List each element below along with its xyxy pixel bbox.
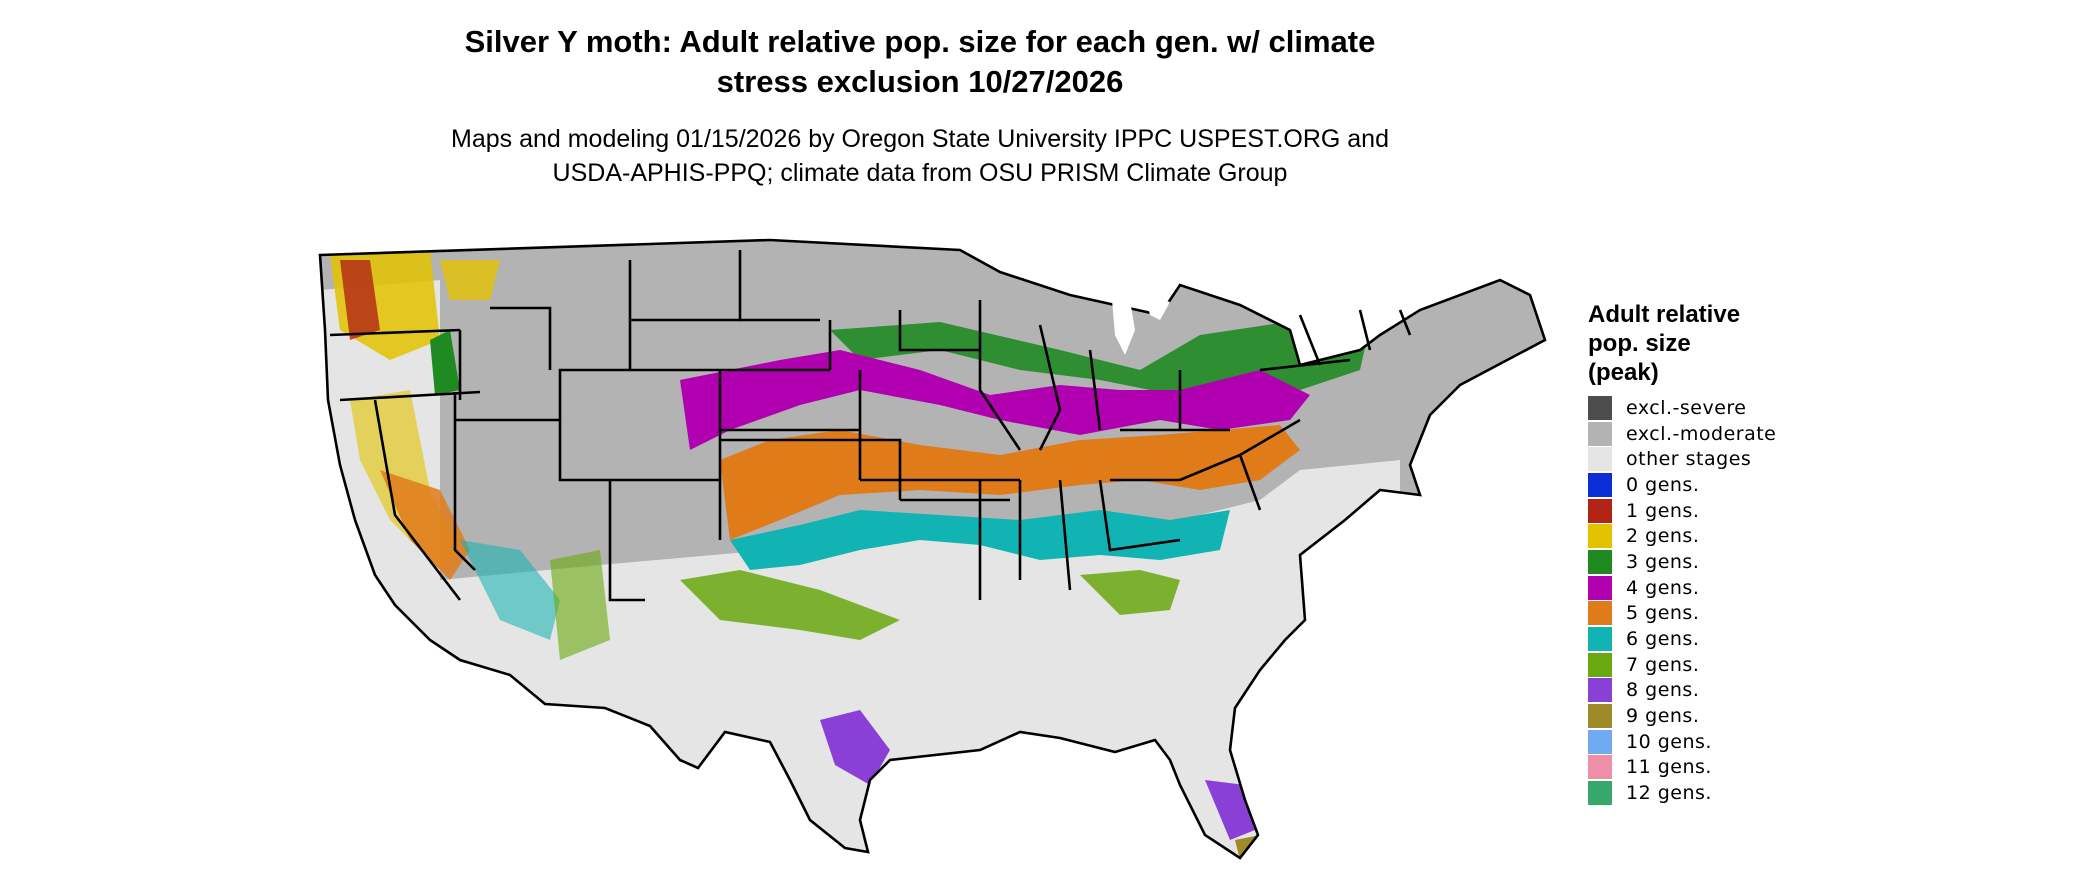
legend-item: 6 gens. [1588, 626, 1888, 652]
legend-swatch [1588, 549, 1612, 574]
legend-item: 9 gens. [1588, 703, 1888, 729]
legend-label: excl.-severe [1626, 396, 1747, 419]
legend-label: 3 gens. [1626, 550, 1700, 573]
legend-label: 7 gens. [1626, 653, 1700, 676]
legend-item: 5 gens. [1588, 601, 1888, 627]
us-map [318, 238, 1547, 860]
legend-label: 5 gens. [1626, 602, 1700, 625]
legend-label: excl.-moderate [1626, 422, 1777, 445]
legend-label: 8 gens. [1626, 679, 1700, 702]
legend-swatch [1588, 421, 1612, 446]
legend-label: 2 gens. [1626, 525, 1700, 548]
region-6-gens-nevada [460, 540, 560, 640]
map-title: Silver Y moth: Adult relative pop. size … [330, 22, 1510, 102]
legend-item: 8 gens. [1588, 678, 1888, 704]
region-8-gens-south-texas [820, 710, 890, 785]
legend-item: 7 gens. [1588, 652, 1888, 678]
legend-item: excl.-moderate [1588, 421, 1888, 447]
legend-item: 12 gens. [1588, 780, 1888, 806]
legend-label: 0 gens. [1626, 473, 1700, 496]
region-2-gens-idaho [440, 260, 500, 300]
region-7-gens-texas [680, 570, 900, 640]
legend-title: Adult relative pop. size (peak) [1588, 300, 1888, 387]
legend-swatch [1588, 627, 1612, 652]
legend-swatch [1588, 755, 1612, 780]
state-boundaries [318, 238, 1547, 860]
map-title-line-1: Silver Y moth: Adult relative pop. size … [464, 24, 1376, 59]
legend-swatch [1588, 575, 1612, 600]
map-title-line-2: stress exclusion 10/27/2026 [716, 64, 1124, 99]
legend-swatch [1588, 601, 1612, 626]
legend-label: 12 gens. [1626, 782, 1712, 805]
legend-swatch [1588, 781, 1612, 806]
legend-item: 10 gens. [1588, 729, 1888, 755]
legend-swatch [1588, 447, 1612, 472]
map-legend: Adult relative pop. size (peak) excl.-se… [1588, 300, 1888, 806]
legend-swatch [1588, 498, 1612, 523]
map-subtitle-line-1: Maps and modeling 01/15/2026 by Oregon S… [451, 125, 1389, 153]
legend-label: 9 gens. [1626, 705, 1700, 728]
region-4-gens-central [680, 350, 1310, 450]
legend-swatch [1588, 524, 1612, 549]
region-5-gens-california [380, 470, 470, 580]
legend-item: 4 gens. [1588, 575, 1888, 601]
legend-label: 10 gens. [1626, 730, 1712, 753]
legend-item: excl.-severe [1588, 395, 1888, 421]
region-5-gens-southern [720, 425, 1300, 540]
map-subtitle-line-2: USDA-APHIS-PPQ; climate data from OSU PR… [552, 159, 1288, 187]
legend-item: 2 gens. [1588, 523, 1888, 549]
legend-label: 1 gens. [1626, 499, 1700, 522]
legend-item: 11 gens. [1588, 755, 1888, 781]
map-subtitle: Maps and modeling 01/15/2026 by Oregon S… [330, 122, 1510, 190]
legend-label: 6 gens. [1626, 628, 1700, 651]
legend-title-line-2: pop. size [1588, 330, 1691, 357]
legend-swatch [1588, 395, 1612, 420]
region-7-gens-arizona [550, 550, 610, 660]
legend-item: 0 gens. [1588, 472, 1888, 498]
region-3-gens-nevada [430, 330, 460, 395]
legend-label: other stages [1626, 448, 1752, 471]
legend-swatch [1588, 704, 1612, 729]
legend-title-line-3: (peak) [1588, 359, 1659, 386]
legend-swatch [1588, 678, 1612, 703]
legend-label: 4 gens. [1626, 576, 1700, 599]
legend-title-line-1: Adult relative [1588, 301, 1741, 328]
region-1-gens-coast [340, 260, 380, 340]
legend-swatch [1588, 652, 1612, 677]
legend-item: 1 gens. [1588, 498, 1888, 524]
legend-swatch [1588, 729, 1612, 754]
legend-item: 3 gens. [1588, 549, 1888, 575]
legend-items: excl.-severe excl.-moderate other stages 0 … [1588, 395, 1888, 806]
legend-label: 11 gens. [1626, 756, 1712, 779]
legend-swatch [1588, 472, 1612, 497]
region-7-gens-florida [1080, 570, 1180, 615]
great-lakes [1075, 275, 1170, 355]
legend-item: other stages [1588, 446, 1888, 472]
